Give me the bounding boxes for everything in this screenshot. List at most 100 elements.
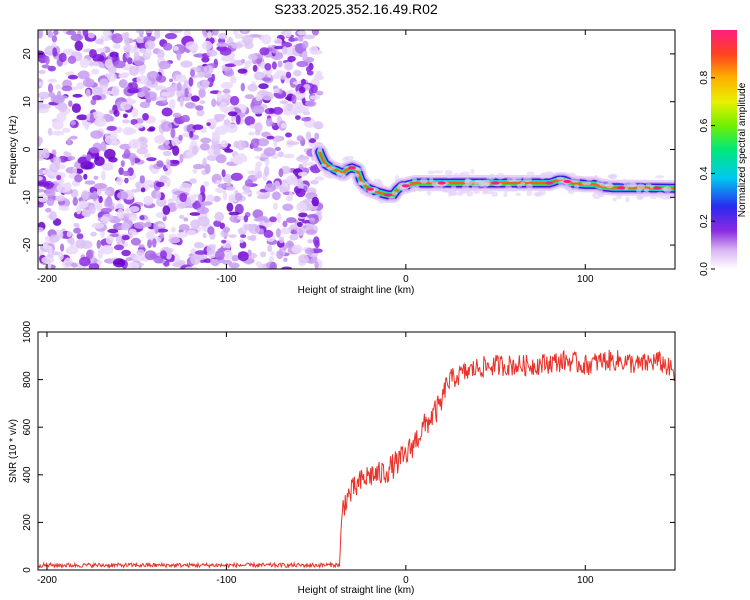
noise-blob <box>64 182 72 192</box>
signal-halo <box>433 184 444 192</box>
signal-peak <box>617 186 626 190</box>
noise-blob <box>145 230 155 240</box>
noise-blob <box>170 128 176 139</box>
noise-blob <box>91 111 105 120</box>
noise-blob <box>68 100 73 107</box>
noise-blob <box>139 215 145 221</box>
noise-blob <box>49 162 60 173</box>
noise-blob <box>280 227 292 235</box>
snr-xtick-label: -200 <box>37 575 57 586</box>
noise-blob <box>306 70 314 76</box>
noise-blob <box>297 171 308 177</box>
noise-blob <box>139 143 148 149</box>
signal-halo <box>449 191 458 196</box>
noise-blob <box>55 195 66 202</box>
signal-halo <box>341 165 350 169</box>
noise-blob <box>38 30 44 39</box>
signal-halo <box>636 188 642 193</box>
noise-blob <box>75 205 82 215</box>
signal-halo <box>599 182 609 187</box>
signal-halo <box>394 175 400 182</box>
noise-blob <box>314 176 324 181</box>
noise-blob <box>94 156 105 167</box>
colorbar-tick-label: 0.2 <box>699 214 710 228</box>
noise-blob <box>86 249 93 260</box>
noise-blob <box>313 121 324 130</box>
noise-blob <box>104 135 118 145</box>
snr-ytick-label: 600 <box>22 418 33 435</box>
noise-blob <box>67 156 76 161</box>
noise-blob <box>79 256 91 267</box>
noise-blob <box>197 194 203 203</box>
signal-halo <box>594 174 599 180</box>
noise-blob <box>192 168 198 174</box>
noise-blob <box>272 135 283 143</box>
noise-blob <box>128 228 137 235</box>
noise-blob <box>200 137 212 144</box>
noise-blob <box>177 203 188 208</box>
signal-halo <box>581 181 592 186</box>
signal-halo <box>332 162 342 166</box>
noise-blob <box>143 180 155 185</box>
signal-halo <box>638 195 644 200</box>
noise-blob <box>123 149 131 159</box>
spectrogram-xtick-label: 100 <box>577 274 594 285</box>
noise-blob <box>219 101 228 112</box>
noise-blob <box>111 85 120 97</box>
noise-blob <box>176 231 188 238</box>
noise-blob <box>274 146 281 151</box>
noise-blob <box>90 99 97 106</box>
noise-blob <box>311 196 319 207</box>
noise-blob <box>139 101 151 109</box>
noise-blob <box>224 69 235 77</box>
signal-halo <box>612 197 617 202</box>
snr-ytick-label: 0 <box>22 567 33 573</box>
noise-blob <box>89 113 94 124</box>
noise-blob <box>217 91 223 102</box>
noise-blob <box>237 251 249 262</box>
noise-blob <box>148 126 156 132</box>
snr-series <box>38 349 675 569</box>
noise-blob <box>218 32 228 40</box>
noise-blob <box>92 95 102 101</box>
noise-blob <box>143 35 156 43</box>
noise-blob <box>66 230 72 238</box>
noise-blob <box>264 63 272 71</box>
noise-blob <box>219 47 232 56</box>
noise-blob <box>229 75 237 84</box>
signal-halo <box>411 186 420 191</box>
noise-blob <box>278 168 284 178</box>
noise-blob <box>121 249 131 257</box>
noise-blob <box>113 109 120 117</box>
signal-halo <box>426 190 432 196</box>
noise-blob <box>273 38 283 45</box>
noise-blob <box>91 191 98 202</box>
noise-blob <box>309 217 315 224</box>
noise-blob <box>261 34 272 45</box>
noise-blob <box>176 50 182 61</box>
noise-blob <box>56 174 62 181</box>
noise-blob <box>83 173 88 180</box>
noise-blob <box>242 34 254 45</box>
noise-blob <box>156 85 164 91</box>
noise-blob <box>227 111 238 117</box>
noise-blob <box>154 96 166 101</box>
noise-blob <box>79 58 90 68</box>
noise-blob <box>179 192 188 203</box>
signal-halo <box>472 180 482 185</box>
signal-halo <box>592 192 601 200</box>
signal-halo <box>481 179 491 186</box>
noise-blob <box>45 207 52 213</box>
noise-blob <box>244 179 253 187</box>
noise-blob <box>248 131 255 136</box>
noise-blob <box>301 50 308 61</box>
noise-blob <box>213 147 221 156</box>
noise-blob <box>128 139 142 149</box>
noise-blob <box>186 197 191 206</box>
noise-blob <box>92 61 104 67</box>
noise-blob <box>206 154 218 161</box>
noise-blob <box>190 219 201 230</box>
noise-blob <box>263 229 274 238</box>
noise-blob <box>91 86 104 96</box>
